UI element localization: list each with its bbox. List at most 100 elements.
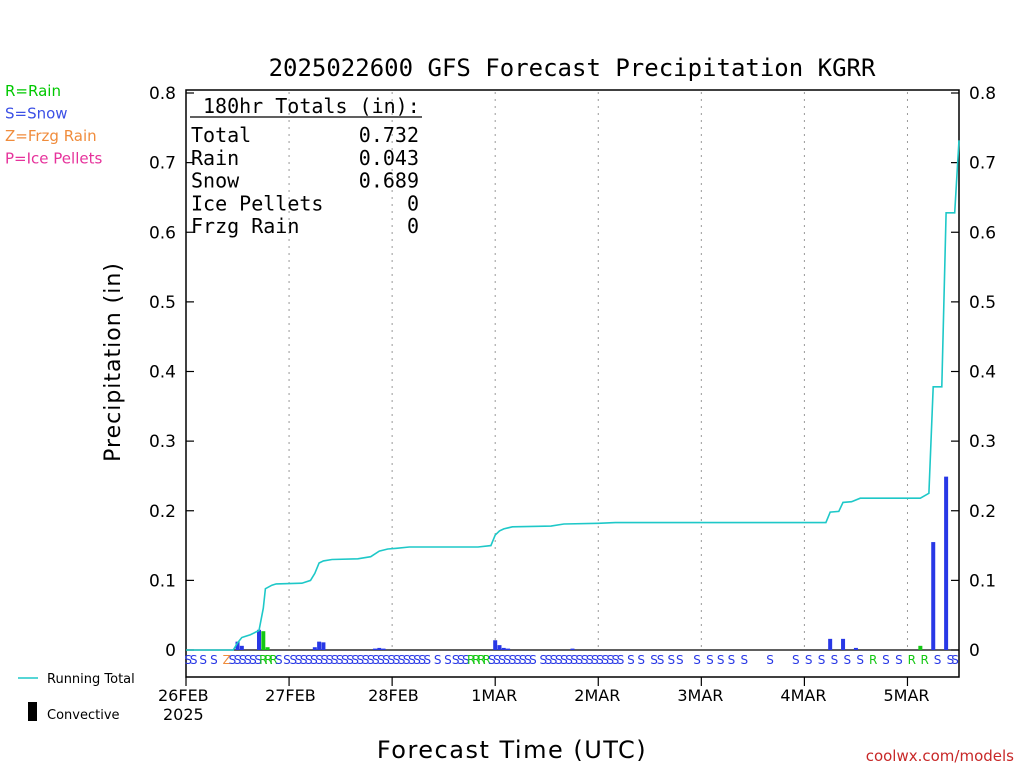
y-tick-label-left: 0.5: [149, 293, 176, 313]
ptype-marker: S: [210, 653, 218, 667]
ptype-marker: S: [315, 653, 323, 667]
y-tick-label-left: 0.3: [149, 432, 176, 452]
ptype-marker: S: [488, 653, 496, 667]
ptype-marker: S: [766, 653, 774, 667]
y-tick-label-right: 0.1: [969, 571, 996, 591]
y-tick-label-right: 0.2: [969, 502, 996, 522]
ptype-marker: S: [290, 653, 298, 667]
ptype-marker: S: [514, 653, 522, 667]
precip-bar: [321, 642, 326, 650]
ptype-marker: R: [264, 653, 272, 667]
grid-lines: [186, 92, 959, 651]
x-tick-label: 1MAR: [471, 686, 517, 705]
ptype-marker: S: [951, 653, 959, 667]
precip-bar: [235, 641, 240, 650]
precip-bar: [257, 629, 262, 650]
ptype-marker: S: [612, 653, 620, 667]
precip-bar: [377, 647, 382, 650]
precip-bar: [317, 641, 322, 650]
convective-legend-label: Convective: [47, 708, 120, 723]
ptype-legend-item: Z=Frzg Rain: [5, 127, 97, 145]
ptype-marker: R: [908, 653, 916, 667]
y-axis-left: 0 0.1 0.2 0.3 0.4 0.5 0.6 0.7 0.8: [149, 84, 194, 661]
totals-row-value: 0: [407, 191, 419, 215]
ptype-marker: R: [269, 653, 277, 667]
precip-bar: [265, 647, 270, 650]
ptype-marker: S: [581, 653, 589, 667]
ptype-marker: S: [550, 653, 558, 667]
precip-bar: [497, 645, 502, 650]
convective-legend-swatch: [28, 702, 37, 721]
totals-row-value: 0.689: [359, 169, 419, 193]
ptype-marker: S: [199, 653, 207, 667]
y-tick-label-left: 0.2: [149, 502, 176, 522]
ptype-marker: S: [601, 653, 609, 667]
ptype-marker: S: [596, 653, 604, 667]
ptype-marker: S: [503, 653, 511, 667]
ptype-marker: S: [434, 653, 442, 667]
x-tick-sublabel: 2025: [163, 705, 204, 724]
ptype-marker: S: [555, 653, 563, 667]
y-tick-label-left: 0: [165, 641, 176, 661]
ptype-marker: S: [398, 653, 406, 667]
precip-bar: [853, 647, 858, 650]
ptype-legend-item: S=Snow: [5, 105, 68, 123]
precip-bar: [841, 638, 846, 650]
ptype-marker: S: [792, 653, 800, 667]
precip-bar: [372, 648, 377, 650]
ptype-marker: R: [482, 653, 490, 667]
ptype-marker: S: [320, 653, 328, 667]
ptype-marker: S: [305, 653, 313, 667]
ptype-marker: R: [920, 653, 928, 667]
precip-bar: [828, 638, 833, 650]
precip-bar: [944, 476, 949, 650]
ptype-marker: S: [565, 653, 573, 667]
precip-bar: [381, 648, 386, 650]
ptype-marker: S: [606, 653, 614, 667]
ptype-marker: R: [467, 653, 475, 667]
ptype-marker: S: [190, 653, 198, 667]
y-tick-label-left: 0.6: [149, 223, 176, 243]
ptype-marker: S: [591, 653, 599, 667]
ptype-marker: S: [831, 653, 839, 667]
ptype-marker: S: [934, 653, 942, 667]
ptype-marker: S: [336, 653, 344, 667]
ptype-marker: S: [444, 653, 452, 667]
plot-frame: [185, 89, 960, 678]
ptype-marker: S: [650, 653, 658, 667]
chart-title: 2025022600 GFS Forecast Precipitation KG…: [269, 54, 876, 82]
ptype-marker: S: [706, 653, 714, 667]
ptype-marker: S: [351, 653, 359, 667]
precip-bar: [239, 645, 244, 650]
ptype-marker: S: [667, 653, 675, 667]
ptype-marker: S: [254, 653, 262, 667]
precip-bars: [235, 476, 949, 650]
totals-row-label: Ice Pellets: [191, 191, 323, 215]
ptype-legend-item: P=Ice Pellets: [5, 150, 102, 168]
y-tick-label-right: 0.3: [969, 432, 996, 452]
y-tick-label-right: 0.7: [969, 154, 996, 174]
totals-heading: 180hr Totals (in):: [203, 94, 420, 118]
y-tick-label-right: 0: [969, 641, 980, 661]
y-tick-label-right: 0.5: [969, 293, 996, 313]
ptype-marker: S: [357, 653, 365, 667]
ptype-marker: S: [740, 653, 748, 667]
ptype-marker: S: [387, 653, 395, 667]
ptype-marker: S: [627, 653, 635, 667]
ptype-marker: S: [844, 653, 852, 667]
precip-bar: [501, 647, 506, 650]
precip-bar: [570, 648, 575, 650]
y-tick-label-right: 0.8: [969, 84, 996, 104]
ptype-marker: S: [545, 653, 553, 667]
ptype-marker: S: [676, 653, 684, 667]
ptype-marker: S: [570, 653, 578, 667]
ptype-marker: S: [341, 653, 349, 667]
x-axis-label: Forecast Time (UTC): [377, 736, 647, 764]
ptype-marker: S: [239, 653, 247, 667]
ptype-marker: S: [275, 653, 283, 667]
y-tick-label-left: 0.8: [149, 84, 176, 104]
y-axis-label: Precipitation (in): [101, 262, 126, 462]
ptype-marker: S: [457, 653, 465, 667]
ptype-marker: S: [586, 653, 594, 667]
